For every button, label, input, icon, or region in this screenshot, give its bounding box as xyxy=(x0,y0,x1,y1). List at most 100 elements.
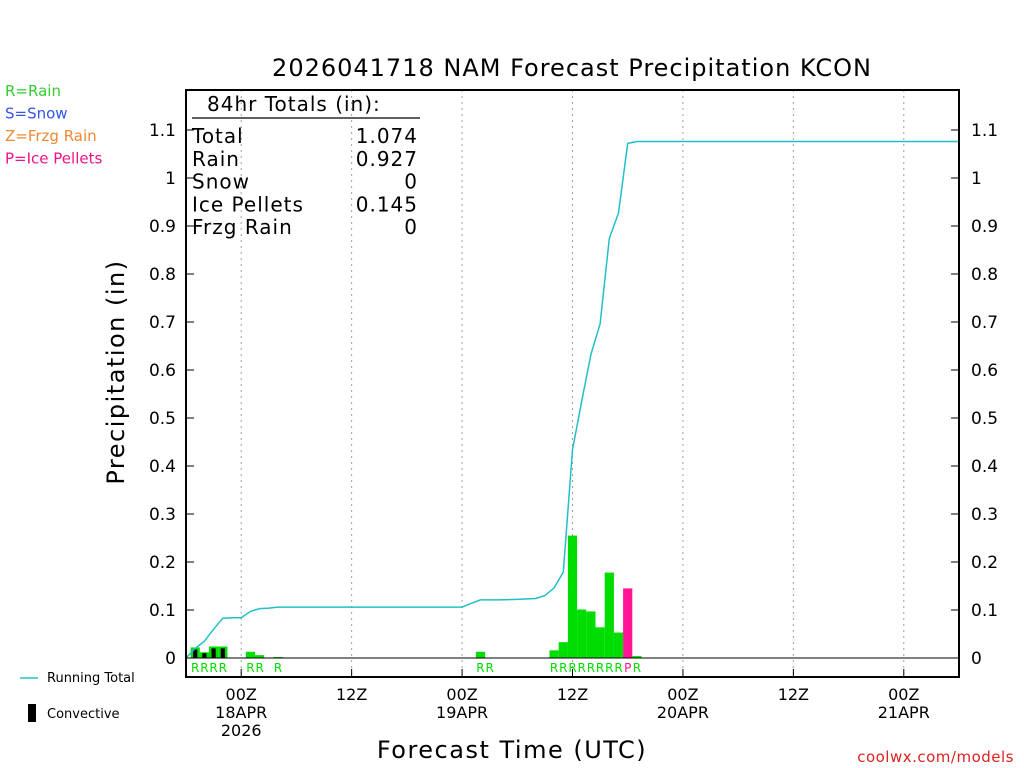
y-tick-label: 0.8 xyxy=(971,265,998,285)
precip-bar xyxy=(245,651,256,658)
convective-legend-label: Convective xyxy=(47,707,120,722)
totals-row-value: 0 xyxy=(404,170,418,194)
x-tick-label: 2026 xyxy=(221,721,262,740)
precip-type-label: R xyxy=(596,661,604,675)
grid-lines xyxy=(240,90,905,677)
totals-row-value: 0.145 xyxy=(356,192,418,216)
y-axis-right: 0 0.1 0.2 0.3 0.4 0.5 0.6 0.7 0.8 0.9 1 1.1 xyxy=(951,121,998,669)
convective-legend-swatch xyxy=(28,704,36,722)
y-tick-label: 0.3 xyxy=(971,505,998,525)
convective-bar xyxy=(220,648,225,658)
precip-legend-item: R=Rain xyxy=(5,82,61,100)
y-tick-label: 0.6 xyxy=(971,361,998,381)
y-tick-label: 0.9 xyxy=(971,217,998,237)
precip-type-label: R xyxy=(568,661,576,675)
totals-row-value: 0 xyxy=(404,215,418,239)
y-tick-label: 1.1 xyxy=(971,121,998,141)
convective-bar xyxy=(211,648,216,658)
running-total-legend-label: Running Total xyxy=(47,671,135,686)
y-tick-label: 0.4 xyxy=(149,457,176,477)
precip-type-label: R xyxy=(587,661,595,675)
x-tick-label: 21APR xyxy=(878,703,930,722)
totals-row-value: 1.074 xyxy=(356,124,418,148)
y-tick-label: 0.8 xyxy=(149,265,176,285)
precip-type-label: R xyxy=(614,661,622,675)
x-tick-label: 00Z xyxy=(667,685,698,704)
x-tick-label: 12Z xyxy=(778,685,809,704)
precip-type-label: R xyxy=(550,661,558,675)
precip-bar xyxy=(613,632,624,658)
precip-bar xyxy=(595,627,605,658)
totals-row-label: Total xyxy=(191,124,244,148)
y-axis-left: 0 0.1 0.2 0.3 0.4 0.5 0.6 0.7 0.8 0.9 1 1.1 xyxy=(149,121,194,669)
y-tick-label: 0.1 xyxy=(971,601,998,621)
precip-type-label: R xyxy=(246,661,254,675)
precip-type-label: R xyxy=(200,661,208,675)
running-total-layer xyxy=(185,140,959,659)
precip-bar xyxy=(549,650,559,658)
totals-row-label: Ice Pellets xyxy=(192,192,304,216)
y-tick-label: 0.2 xyxy=(149,553,176,573)
y-tick-label: 0 xyxy=(971,649,982,669)
precip-bar xyxy=(475,651,486,658)
y-tick-label: 1 xyxy=(971,169,982,189)
precip-legend-item: Z=Frzg Rain xyxy=(5,127,97,145)
precip-bar xyxy=(255,655,265,658)
chart-title: 2026041718 NAM Forecast Precipitation KC… xyxy=(272,54,872,82)
x-tick-label: 00Z xyxy=(446,685,477,704)
precip-legend-item: S=Snow xyxy=(5,105,68,123)
precip-bar xyxy=(577,609,587,658)
precip-type-label: P xyxy=(624,661,631,675)
y-tick-label: 0 xyxy=(165,649,176,669)
precip-type-label: R xyxy=(605,661,613,675)
totals-row-label: Rain xyxy=(192,147,240,171)
x-tick-label: 00Z xyxy=(888,685,919,704)
totals-heading: 84hr Totals (in): xyxy=(207,92,381,116)
x-tick-label: 12Z xyxy=(336,685,367,704)
running-total-line xyxy=(185,140,959,659)
y-tick-label: 0.1 xyxy=(149,601,176,621)
precip-type-label: R xyxy=(578,661,586,675)
precip-type-label: R xyxy=(633,661,641,675)
precip-type-legend: R=Rain S=Snow Z=Frzg Rain P=Ice Pellets xyxy=(5,82,102,168)
y-tick-label: 0.9 xyxy=(149,217,176,237)
y-tick-label: 0.5 xyxy=(149,409,176,429)
y-tick-label: 0.6 xyxy=(149,361,176,381)
precip-type-label: R xyxy=(219,661,227,675)
precip-bar xyxy=(604,572,614,658)
precip-type-label: R xyxy=(255,661,263,675)
x-tick-label: 12Z xyxy=(557,685,588,704)
y-tick-label: 0.3 xyxy=(149,505,176,525)
y-tick-label: 0.7 xyxy=(149,313,176,333)
precip-bar xyxy=(558,642,568,658)
convective-bar xyxy=(202,653,207,658)
precip-legend-item: P=Ice Pellets xyxy=(5,150,102,168)
x-tick-label: 19APR xyxy=(436,703,488,722)
precip-type-label: R xyxy=(209,661,217,675)
y-tick-label: 0.7 xyxy=(971,313,998,333)
precip-type-label: R xyxy=(274,661,282,675)
precip-bar xyxy=(623,588,633,658)
x-axis-label: Forecast Time (UTC) xyxy=(377,736,647,764)
y-tick-label: 0.4 xyxy=(971,457,998,477)
precip-bar xyxy=(632,656,642,658)
x-tick-label: 18APR xyxy=(215,703,267,722)
y-tick-label: 1 xyxy=(165,169,176,189)
y-tick-label: 0.5 xyxy=(971,409,998,429)
precip-type-label: R xyxy=(191,661,199,675)
y-tick-label: 0.2 xyxy=(971,553,998,573)
precip-bar xyxy=(586,611,596,658)
y-axis-label: Precipitation (in) xyxy=(102,259,130,484)
convective-bar xyxy=(193,649,198,658)
totals-box: 84hr Totals (in): Total 1.074 Rain 0.927 Snow… xyxy=(191,92,420,239)
y-tick-label: 1.1 xyxy=(149,121,176,141)
totals-row-label: Frzg Rain xyxy=(192,215,293,239)
precip-bar xyxy=(567,535,578,658)
precip-type-label: R xyxy=(486,661,494,675)
credit-text: coolwx.com/models xyxy=(857,748,1014,766)
totals-row-value: 0.927 xyxy=(356,147,418,171)
